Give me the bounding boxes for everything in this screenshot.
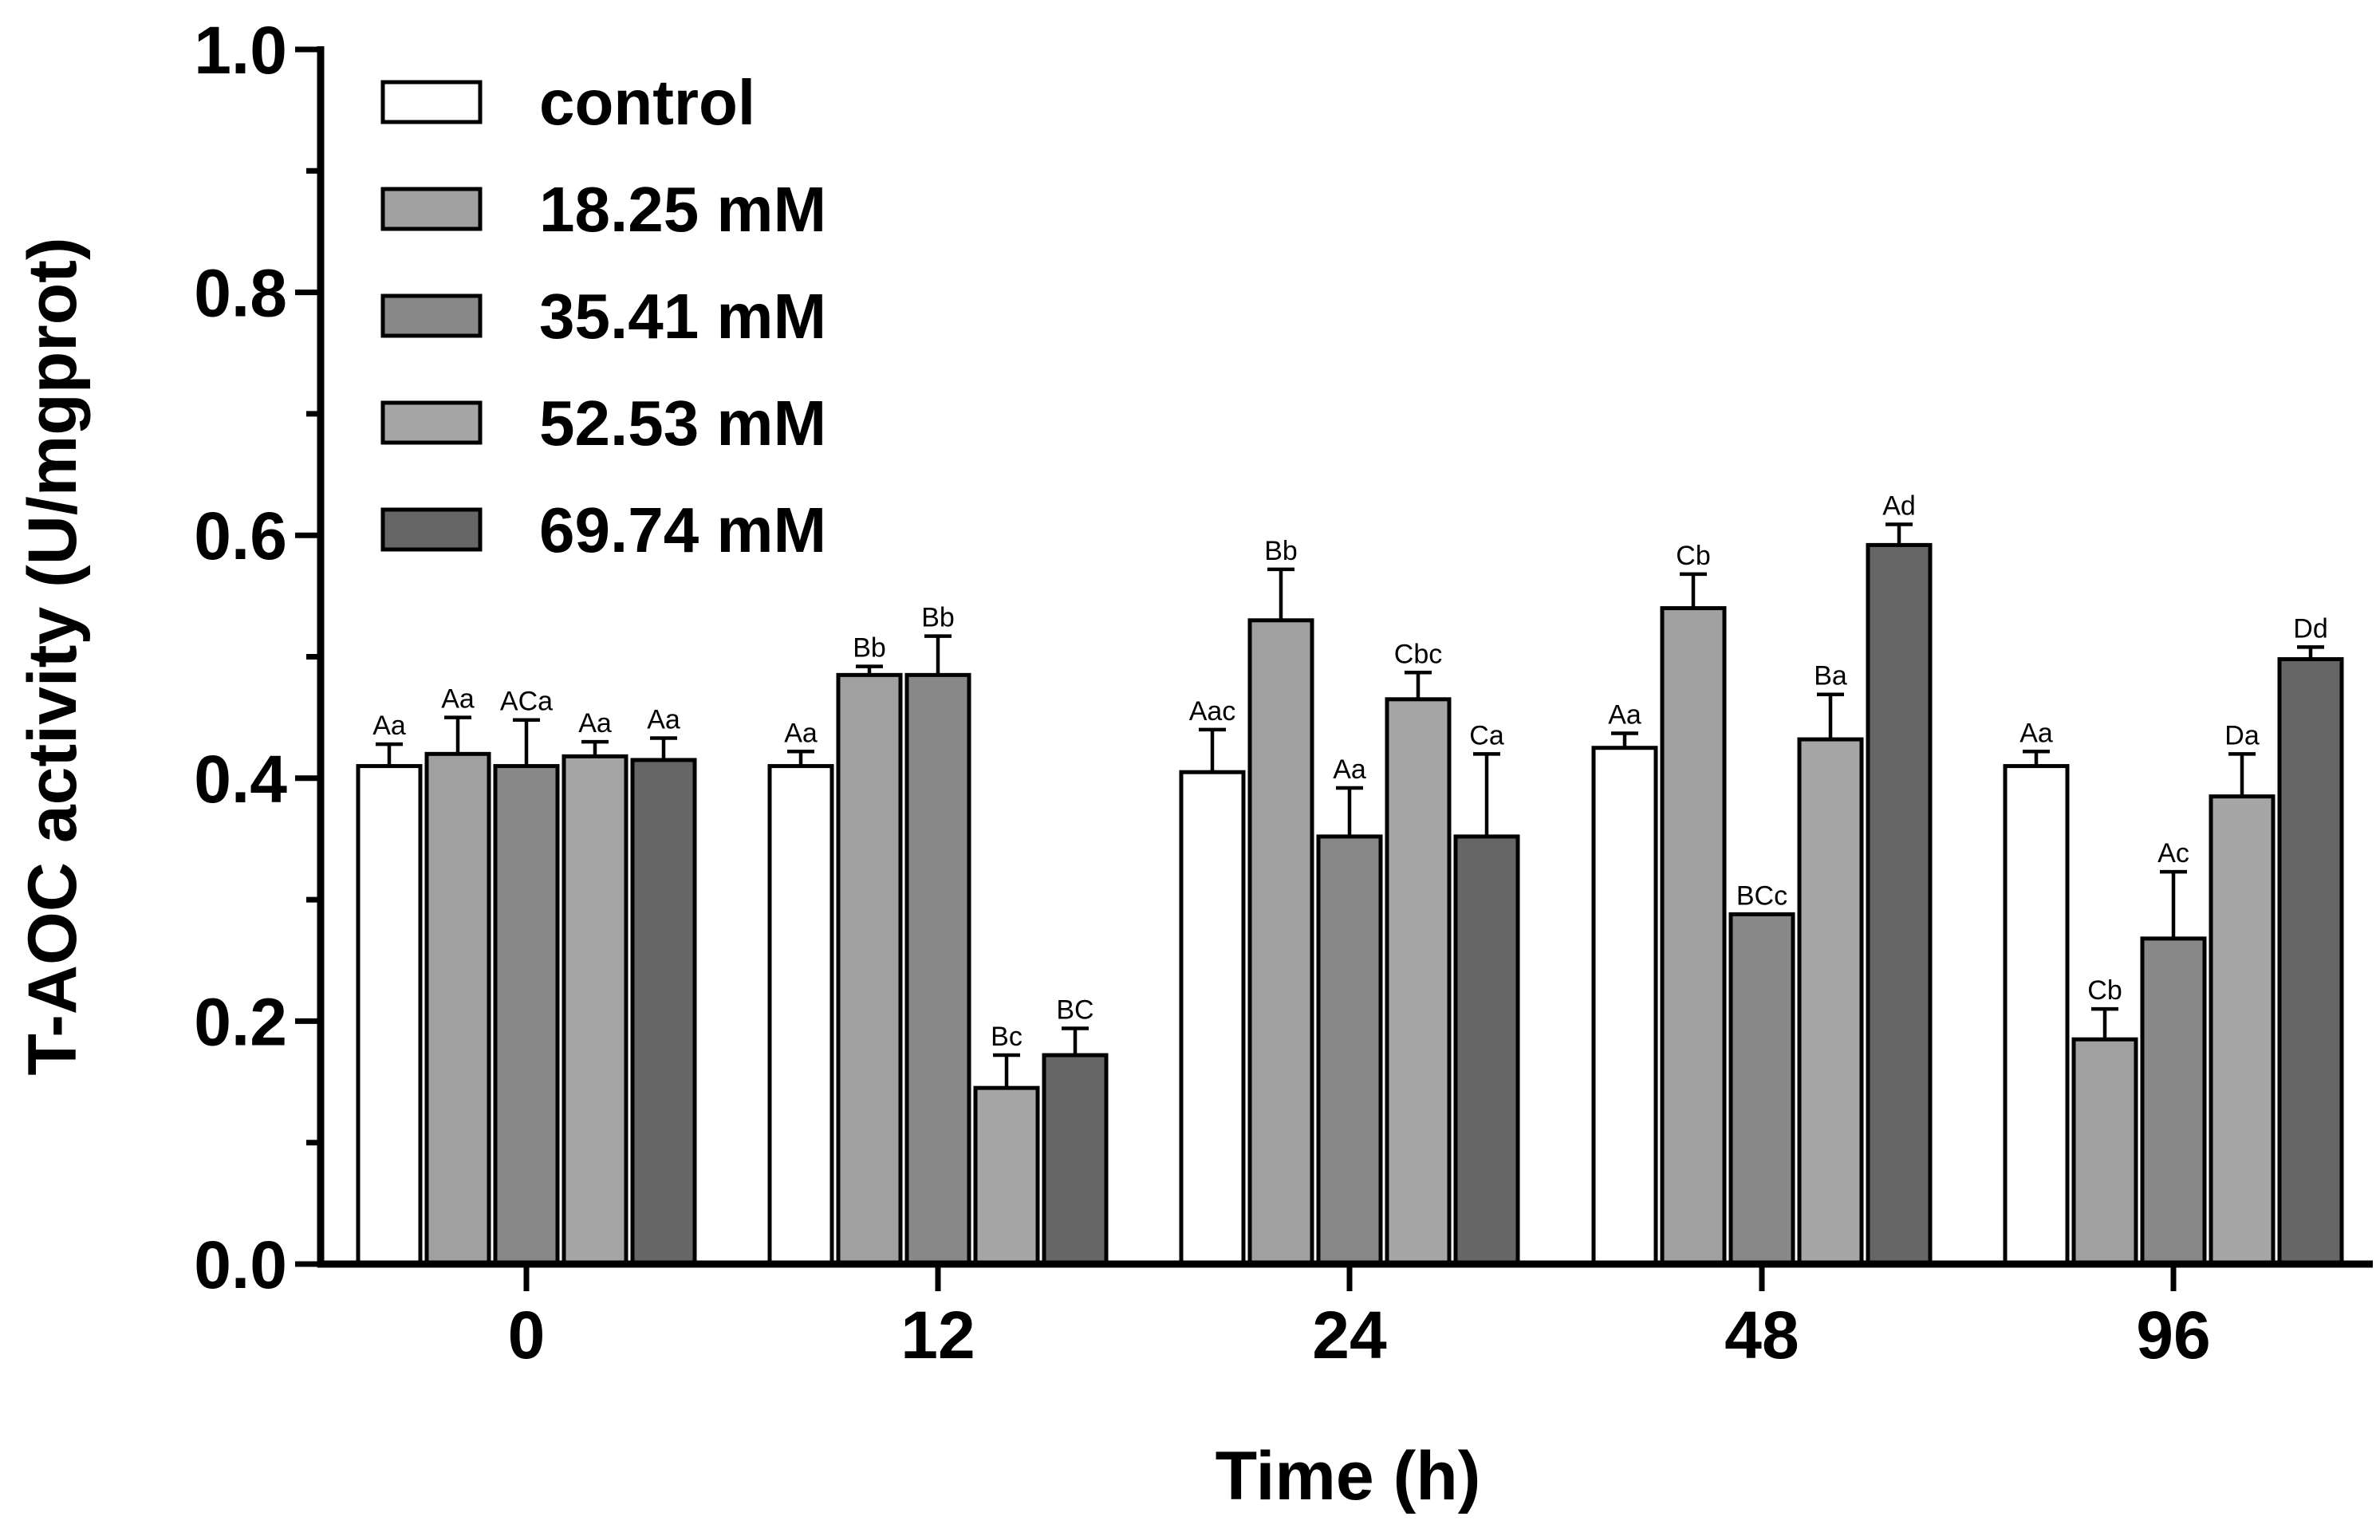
significance-label: Bb — [1264, 536, 1298, 566]
bar — [1453, 834, 1520, 1266]
legend-label: 35.41 mM — [539, 281, 826, 352]
significance-label: Dd — [2293, 613, 2327, 644]
x-tick-label: 0 — [508, 1298, 546, 1373]
bar — [1660, 606, 1727, 1266]
bar — [1797, 737, 1864, 1266]
bar — [356, 764, 423, 1266]
bar — [836, 672, 903, 1266]
bar — [562, 754, 628, 1266]
legend-label: 69.74 mM — [539, 494, 826, 565]
legend-label: 18.25 mM — [539, 174, 826, 245]
y-tick-label: 0.6 — [194, 498, 287, 573]
significance-label: ACa — [500, 687, 553, 717]
significance-label: Aac — [1189, 696, 1236, 727]
legend: control 18.25 mM 35.41 mM 52.53 mM 69.74 mM — [380, 67, 826, 565]
bars-layer: Aa Aa ACa Aa Aa Aa Bb Bb Bc BC Aac Bb Aa Cbc Ca Aa Cb BCc… — [356, 490, 2344, 1266]
y-tick-label: 1.0 — [194, 13, 287, 88]
significance-label: BCc — [1736, 880, 1787, 911]
bar — [904, 672, 971, 1266]
significance-label: Ba — [1814, 661, 1847, 691]
bar — [1591, 746, 1658, 1266]
significance-label: Aa — [784, 718, 818, 748]
bar — [2140, 936, 2207, 1266]
significance-label: Aa — [372, 711, 406, 741]
bar — [630, 758, 697, 1266]
y-tick-label: 0.8 — [194, 256, 287, 331]
legend-swatch — [380, 507, 483, 552]
y-tick-label: 0.0 — [194, 1227, 287, 1302]
y-ticks: 0.0 0.2 0.4 0.6 0.8 1.0 — [194, 13, 321, 1302]
legend-swatch — [380, 293, 483, 338]
significance-label: Aa — [1333, 754, 1366, 785]
x-tick-label: 12 — [900, 1298, 975, 1373]
bar — [2003, 764, 2070, 1266]
legend-swatch — [380, 400, 483, 445]
significance-label: Bb — [853, 633, 886, 664]
significance-label: Ad — [1882, 490, 1916, 521]
bar — [2071, 1037, 2138, 1266]
significance-label: Bc — [991, 1022, 1023, 1052]
y-axis-title: T-AOC activity (U/mgprot) — [14, 237, 91, 1075]
legend-label: control — [539, 67, 755, 138]
significance-label: Ac — [2157, 838, 2189, 868]
bar — [1866, 542, 1933, 1266]
y-tick-label: 0.2 — [194, 984, 287, 1059]
x-tick-label: 48 — [1724, 1298, 1799, 1373]
bar — [1042, 1053, 1109, 1266]
significance-label: Da — [2224, 720, 2260, 750]
x-axis-title: Time (h) — [1216, 1438, 1481, 1514]
x-tick-label: 24 — [1312, 1298, 1387, 1373]
bar — [2277, 657, 2344, 1266]
y-tick-label: 0.4 — [194, 742, 287, 817]
legend-label: 52.53 mM — [539, 388, 826, 459]
significance-label: Bb — [921, 603, 955, 633]
significance-label: Aa — [1608, 699, 1641, 730]
bar — [767, 764, 834, 1266]
x-tick-label: 96 — [2136, 1298, 2210, 1373]
legend-swatch — [380, 187, 483, 231]
bar — [1179, 770, 1246, 1266]
significance-label: Aa — [2019, 718, 2053, 748]
legend-swatch — [380, 80, 483, 124]
significance-label: Cb — [2087, 975, 2122, 1006]
bar — [1728, 912, 1795, 1266]
x-ticks: 0 12 24 48 96 — [508, 1264, 2211, 1373]
bar — [1247, 618, 1314, 1266]
significance-label: Ca — [1469, 720, 1504, 750]
significance-label: Aa — [578, 708, 612, 738]
bar — [1316, 834, 1383, 1266]
significance-label: Cb — [1676, 541, 1710, 571]
bar — [493, 764, 560, 1266]
bar — [2209, 794, 2276, 1266]
significance-label: BC — [1056, 995, 1093, 1026]
bar — [424, 751, 491, 1266]
bar — [973, 1085, 1040, 1266]
significance-label: Cbc — [1394, 639, 1442, 669]
bar — [1385, 697, 1452, 1266]
significance-label: Aa — [441, 684, 475, 715]
significance-label: Aa — [647, 705, 680, 735]
